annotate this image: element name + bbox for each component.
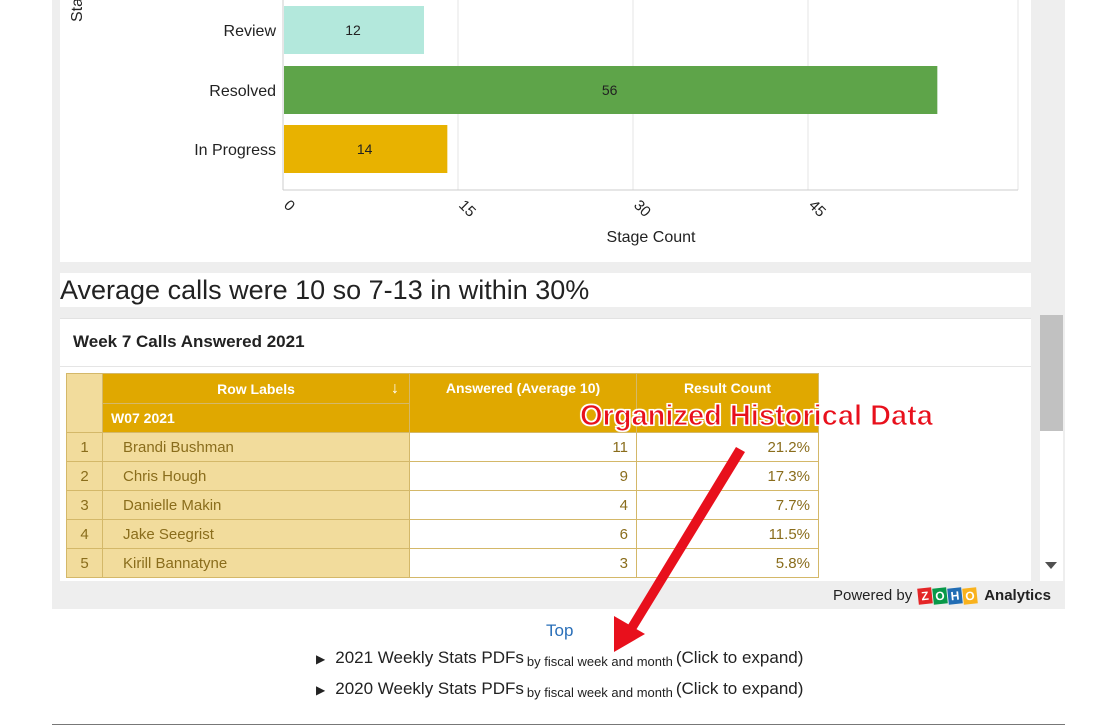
result-value: 11.5% [636,519,819,549]
agent-name: Brandi Bushman [102,432,410,462]
zoho-letter: H [947,586,964,605]
row-index: 5 [66,548,103,578]
zoho-letter: Z [917,586,934,605]
table-row: 5 Kirill Bannatyne 3 5.8% [66,548,819,578]
page-heading: Average calls were 10 so 7-13 in within … [60,275,590,305]
answered-value: 9 [409,461,637,491]
agent-name: Kirill Bannatyne [102,548,410,578]
bar-review[interactable] [284,6,424,54]
zoho-logo: Z O H O [917,586,979,605]
bar-resolved[interactable] [284,66,938,114]
chart-card: 12 Review 56 Resolved 14 In Progress 0 15 30 45 … [60,0,1031,262]
header-row: Row Labels ↓ Answered (Average 10) Resul… [66,373,819,433]
index-header [66,373,103,433]
pivot-table-card: Week 7 Calls Answered 2021 Row Labels ↓ … [60,318,1031,581]
row-index: 3 [66,490,103,520]
answered-value: 11 [409,432,637,462]
top-link[interactable]: Top [546,621,574,640]
result-count-header[interactable]: Result Count [636,373,819,433]
heading-strip: Average calls were 10 so 7-13 in within … [60,273,1031,307]
row-labels-header[interactable]: Row Labels ↓ [102,373,410,404]
powered-by-label: Powered by [833,587,913,604]
scroll-down-arrow-icon[interactable] [1045,562,1057,569]
agent-name: Chris Hough [102,461,410,491]
y-category-label: In Progress [194,142,276,159]
expander-label: 2021 Weekly Stats PDFs [335,648,524,667]
scrollbar-thumb[interactable] [1040,315,1063,431]
expand-triangle-icon: ▶ [316,652,326,666]
row-index: 1 [66,432,103,462]
y-category-label: Resolved [209,83,276,100]
x-tick-label: 30 [630,197,654,221]
analytics-label: Analytics [984,587,1051,604]
expander-hint: (Click to expand) [675,648,804,667]
bar-data-label: 12 [345,22,361,38]
title-separator [60,366,1031,367]
x-axis-title: Stage Count [607,229,697,246]
expander-hint: (Click to expand) [675,679,804,698]
table-row: 4 Jake Seegrist 6 11.5% [66,519,819,549]
group-row: W07 2021 [67,403,819,433]
bar-data-label: 56 [602,82,618,98]
bar-data-label: 14 [357,141,373,157]
answered-header[interactable]: Answered (Average 10) [409,373,637,433]
answered-value: 6 [409,519,637,549]
powered-by[interactable]: Powered by Z O H O Analytics [833,586,1051,605]
bar-in-progress[interactable] [284,125,448,173]
result-value: 21.2% [636,432,819,462]
row-index: 4 [66,519,103,549]
bottom-divider [52,724,1065,725]
y-axis-title: Sta [69,0,86,22]
result-value: 7.7% [636,490,819,520]
annotation-arrow-head [614,616,645,652]
answered-value: 4 [409,490,637,520]
table-title: Week 7 Calls Answered 2021 [73,332,305,351]
x-tick-label: 15 [455,197,479,221]
row-labels-header-label: Row Labels [217,380,295,397]
x-tick-label: 0 [280,197,298,215]
table-row: 1 Brandi Bushman 11 21.2% [66,432,819,462]
x-tick-label: 45 [805,197,829,221]
result-value: 5.8% [636,548,819,578]
table-row: 3 Danielle Makin 4 7.7% [66,490,819,520]
expander-2021[interactable]: ▶ 2021 Weekly Stats PDFs by fiscal week … [316,648,804,669]
zoho-letter: O [962,586,979,605]
expander-2020[interactable]: ▶ 2020 Weekly Stats PDFs by fiscal week … [316,679,804,700]
row-index: 2 [66,461,103,491]
agent-name: Jake Seegrist [102,519,410,549]
y-category-label: Review [224,23,277,40]
sort-down-icon[interactable]: ↓ [391,380,399,397]
table-row: 2 Chris Hough 9 17.3% [66,461,819,491]
annotation-label: Organized Historical Data [580,400,934,433]
zoho-letter: O [932,586,949,605]
expander-label: 2020 Weekly Stats PDFs [335,679,524,698]
result-value: 17.3% [636,461,819,491]
expander-sub: by fiscal week and month [526,685,673,700]
expand-triangle-icon: ▶ [316,683,326,697]
group-label: W07 2021 [102,403,410,433]
answered-value: 3 [409,548,637,578]
expander-sub: by fiscal week and month [526,654,673,669]
agent-name: Danielle Makin [102,490,410,520]
